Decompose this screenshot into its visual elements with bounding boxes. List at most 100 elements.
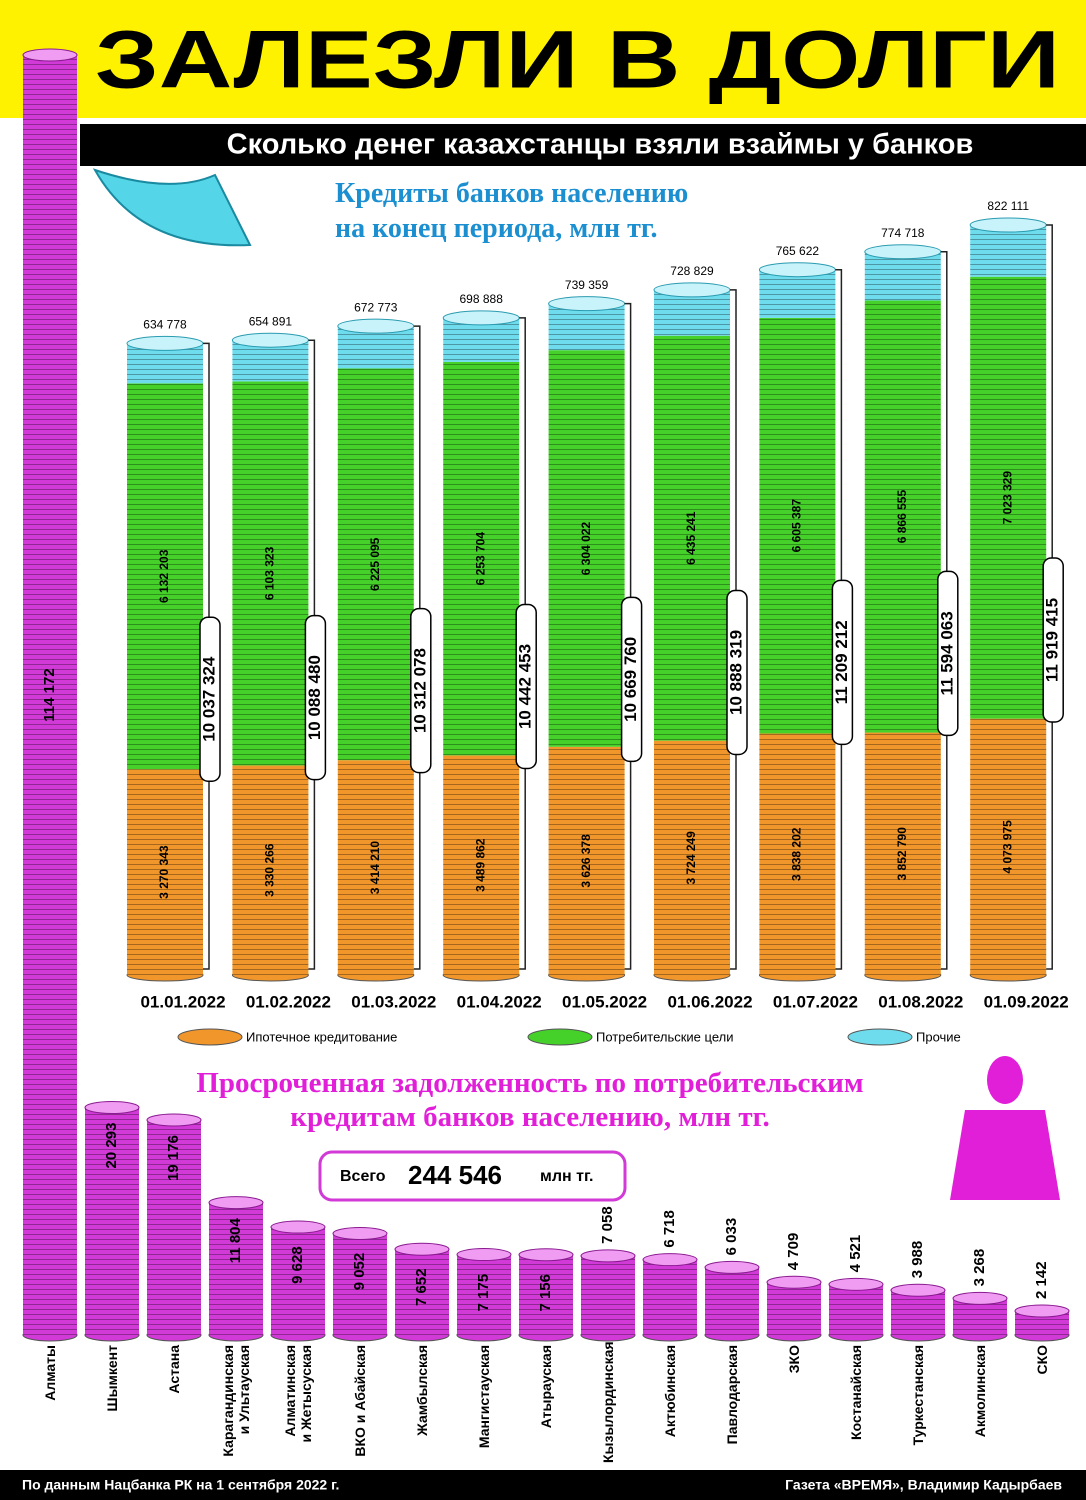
- coin-top: [518, 1248, 574, 1262]
- x-tick-label: ВКО и Абайская: [352, 1345, 368, 1457]
- total-box: [1042, 557, 1064, 723]
- value-label: 6 033: [723, 1218, 740, 1256]
- x-tick-label: Астана: [166, 1345, 182, 1394]
- coin-top: [766, 1275, 822, 1289]
- coin-stripes: [333, 1233, 387, 1335]
- coin-top: [548, 296, 626, 312]
- coin-top: [758, 262, 836, 278]
- total-box: [831, 579, 854, 746]
- coin-stripes: [759, 733, 836, 975]
- coin-stripes: [581, 1255, 635, 1335]
- segment-label: 6 435 241: [684, 511, 698, 565]
- coin-stripes: [519, 1254, 573, 1335]
- segment-label: 6 605 387: [790, 499, 804, 553]
- coin-top: [394, 1242, 450, 1256]
- coin-stripes: [970, 718, 1047, 975]
- total-label: 10 088 480: [305, 655, 324, 740]
- coin-stripes: [548, 303, 625, 351]
- coin-top: [22, 48, 78, 62]
- subtitle-band: [80, 124, 1086, 166]
- total-label: 11 919 415: [1043, 598, 1062, 682]
- x-tick-label: Павлодарская: [724, 1345, 740, 1445]
- total-unit: млн тг.: [540, 1168, 593, 1185]
- coin-stripes: [209, 1202, 263, 1335]
- x-tick-label: Шымкент: [104, 1345, 120, 1412]
- coin-stripes: [127, 383, 203, 770]
- total-box: [318, 1150, 627, 1202]
- total-prefix: Всего: [340, 1168, 386, 1185]
- coin-top: [704, 1260, 760, 1274]
- value-label: 4 521: [847, 1235, 864, 1273]
- coin-stripes: [395, 1249, 449, 1335]
- coin-stripes: [127, 769, 203, 975]
- coin-stripes: [443, 755, 520, 975]
- value-label: 3 988: [909, 1241, 926, 1279]
- x-tick-label: 01.09.2022: [984, 992, 1069, 1011]
- coin-top: [126, 335, 204, 351]
- coin-stripes: [147, 1120, 201, 1335]
- segment-label: 6 866 555: [895, 490, 909, 544]
- legend-swatch: [527, 1028, 593, 1046]
- total-box: [515, 603, 537, 770]
- value-label: 7 175: [475, 1274, 492, 1312]
- total-box: [304, 614, 327, 781]
- x-tick-label: Костанайская: [848, 1345, 864, 1440]
- value-label: 7 156: [537, 1274, 554, 1312]
- total-box: [410, 607, 432, 774]
- coin-top: [864, 244, 942, 260]
- x-tick-label: 01.04.2022: [457, 992, 542, 1011]
- coin-top: [653, 282, 731, 298]
- total-label: 10 312 078: [410, 648, 429, 733]
- chart1-title: Кредиты банков населению на конец период…: [335, 178, 689, 244]
- legend-label: Ипотечное кредитование: [246, 1029, 397, 1044]
- segment-label: 3 852 790: [895, 827, 909, 881]
- footer-source: По данным Нацбанка РК на 1 сентября 2022…: [22, 1477, 339, 1493]
- value-label: 6 718: [661, 1210, 678, 1248]
- coin-stripes: [864, 732, 941, 975]
- x-tick-label: ЗКО: [786, 1345, 802, 1374]
- segment-label: 698 888: [460, 292, 504, 306]
- total-box: [937, 570, 959, 737]
- segment-label: 654 891: [249, 314, 293, 328]
- legend-swatch: [177, 1028, 243, 1046]
- value-label: 4 709: [785, 1233, 802, 1271]
- coin-top: [580, 1249, 636, 1263]
- coin-top: [456, 1248, 512, 1262]
- coin-stripes: [457, 1254, 511, 1335]
- total-label: 10 888 319: [726, 630, 745, 715]
- total-label: 10 037 324: [199, 656, 218, 742]
- x-tick-label: 01.06.2022: [667, 992, 752, 1011]
- coin-top: [1014, 1304, 1070, 1318]
- coin-top: [208, 1196, 264, 1210]
- coin-top: [231, 332, 309, 348]
- x-tick-label: Алматы: [42, 1345, 58, 1401]
- coin-top: [84, 1100, 140, 1114]
- coin-top: [332, 1227, 388, 1241]
- total-label: 11 209 212: [832, 620, 851, 704]
- total-box: [726, 589, 748, 756]
- coin-stripes: [232, 381, 309, 766]
- segment-label: 728 829: [670, 264, 714, 278]
- value-label: 7 652: [413, 1268, 430, 1306]
- coin-stripes: [829, 1284, 883, 1335]
- coin-top: [146, 1113, 202, 1127]
- x-tick-label: Алматинская и Жетысуская: [282, 1345, 314, 1443]
- coin-stripes: [970, 276, 1047, 719]
- x-tick-label: Туркестанская: [910, 1345, 926, 1446]
- x-tick-label: Атырауская: [538, 1345, 554, 1429]
- coin-stripes: [970, 225, 1047, 277]
- coin-stripes: [705, 1267, 759, 1335]
- title-band: [0, 0, 1086, 118]
- footer-credit: Газета «ВРЕМЯ», Владимир Кадырбаев: [785, 1477, 1062, 1493]
- coin-stripes: [891, 1290, 945, 1335]
- coin-stripes: [271, 1227, 325, 1335]
- x-tick-label: Карагандинская и Ультауская: [220, 1345, 252, 1457]
- segment-label: 6 132 203: [157, 549, 171, 603]
- coin-stripes: [654, 289, 730, 336]
- chart2-title: Просроченная задолженность по потребител…: [196, 1067, 864, 1133]
- segment-label: 739 359: [565, 278, 609, 292]
- value-label: 2 142: [1033, 1261, 1050, 1299]
- x-tick-label: 01.03.2022: [351, 992, 436, 1011]
- segment-label: 3 330 266: [263, 843, 277, 897]
